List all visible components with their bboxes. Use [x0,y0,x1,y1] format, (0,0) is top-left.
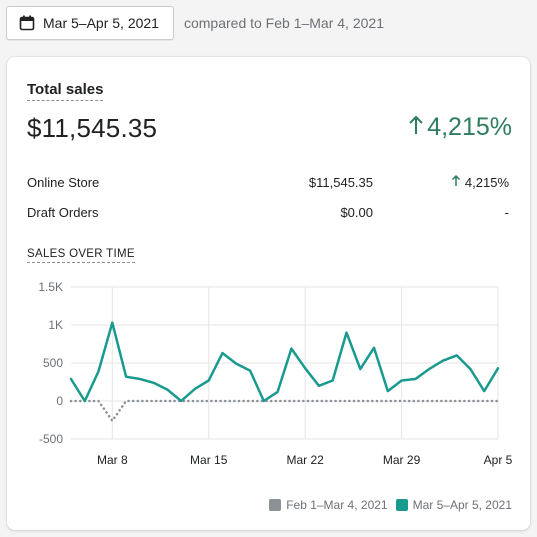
y-tick-label: 500 [43,356,63,370]
total-sales-value: $11,545.35 [27,113,158,143]
channel-change: 4,215% [451,174,509,190]
chart-legend: Feb 1–Mar 4, 2021 Mar 5–Apr 5, 2021 [269,498,512,512]
total-change: 4,215% [408,113,512,142]
previous-period-line [69,399,500,423]
total-change-value: 4,215% [427,113,512,141]
legend-swatch [269,499,282,511]
channel-amount: $0.00 [340,205,373,220]
y-tick-label: 0 [56,394,63,408]
legend-label: Feb 1–Mar 4, 2021 [286,498,388,512]
total-sales-card: Total sales $11,545.35 4,215% Online Sto… [7,57,530,530]
legend-item-previous[interactable]: Feb 1–Mar 4, 2021 [269,498,388,512]
date-range-button[interactable]: Mar 5–Apr 5, 2021 [6,6,174,40]
x-tick-label: Mar 15 [190,453,228,467]
arrow-up-icon [451,174,461,190]
x-tick-label: Mar 8 [97,453,128,467]
channel-change-value: 4,215% [464,175,509,190]
legend-swatch [395,499,408,511]
legend-item-current[interactable]: Mar 5–Apr 5, 2021 [395,498,512,512]
arrow-up-icon [408,113,424,142]
legend-label: Mar 5–Apr 5, 2021 [412,498,512,512]
x-tick-label: Mar 22 [286,453,324,467]
y-tick-label: -500 [39,432,63,446]
breakdown-row-draft-orders: Draft Orders $0.00 - [27,205,509,225]
x-tick-label: Apr 5 [484,453,513,467]
channel-change: - [505,205,509,220]
date-range-bar: Mar 5–Apr 5, 2021 compared to Feb 1–Mar … [6,6,384,40]
chart-title[interactable]: SALES OVER TIME [27,248,135,263]
y-tick-label: 1.5K [38,280,63,294]
breakdown-row-online-store: Online Store $11,545.35 4,215% [27,174,509,195]
channel-name: Online Store [27,175,100,190]
comparison-period: compared to Feb 1–Mar 4, 2021 [183,15,384,31]
channel-amount: $11,545.35 [308,175,373,190]
sales-over-time-chart: -500 0 500 1K 1.5K Mar 8 Mar 15 Mar 22 Mar 29 Apr… [38,280,513,467]
card-title[interactable]: Total sales [27,81,104,101]
y-tick-label: 1K [48,318,63,332]
calendar-icon [19,15,35,31]
channel-name: Draft Orders [27,205,99,220]
channel-change-value: - [504,205,509,220]
date-range-label: Mar 5–Apr 5, 2021 [43,15,159,31]
current-period-line [69,321,500,403]
x-tick-label: Mar 29 [383,453,421,467]
